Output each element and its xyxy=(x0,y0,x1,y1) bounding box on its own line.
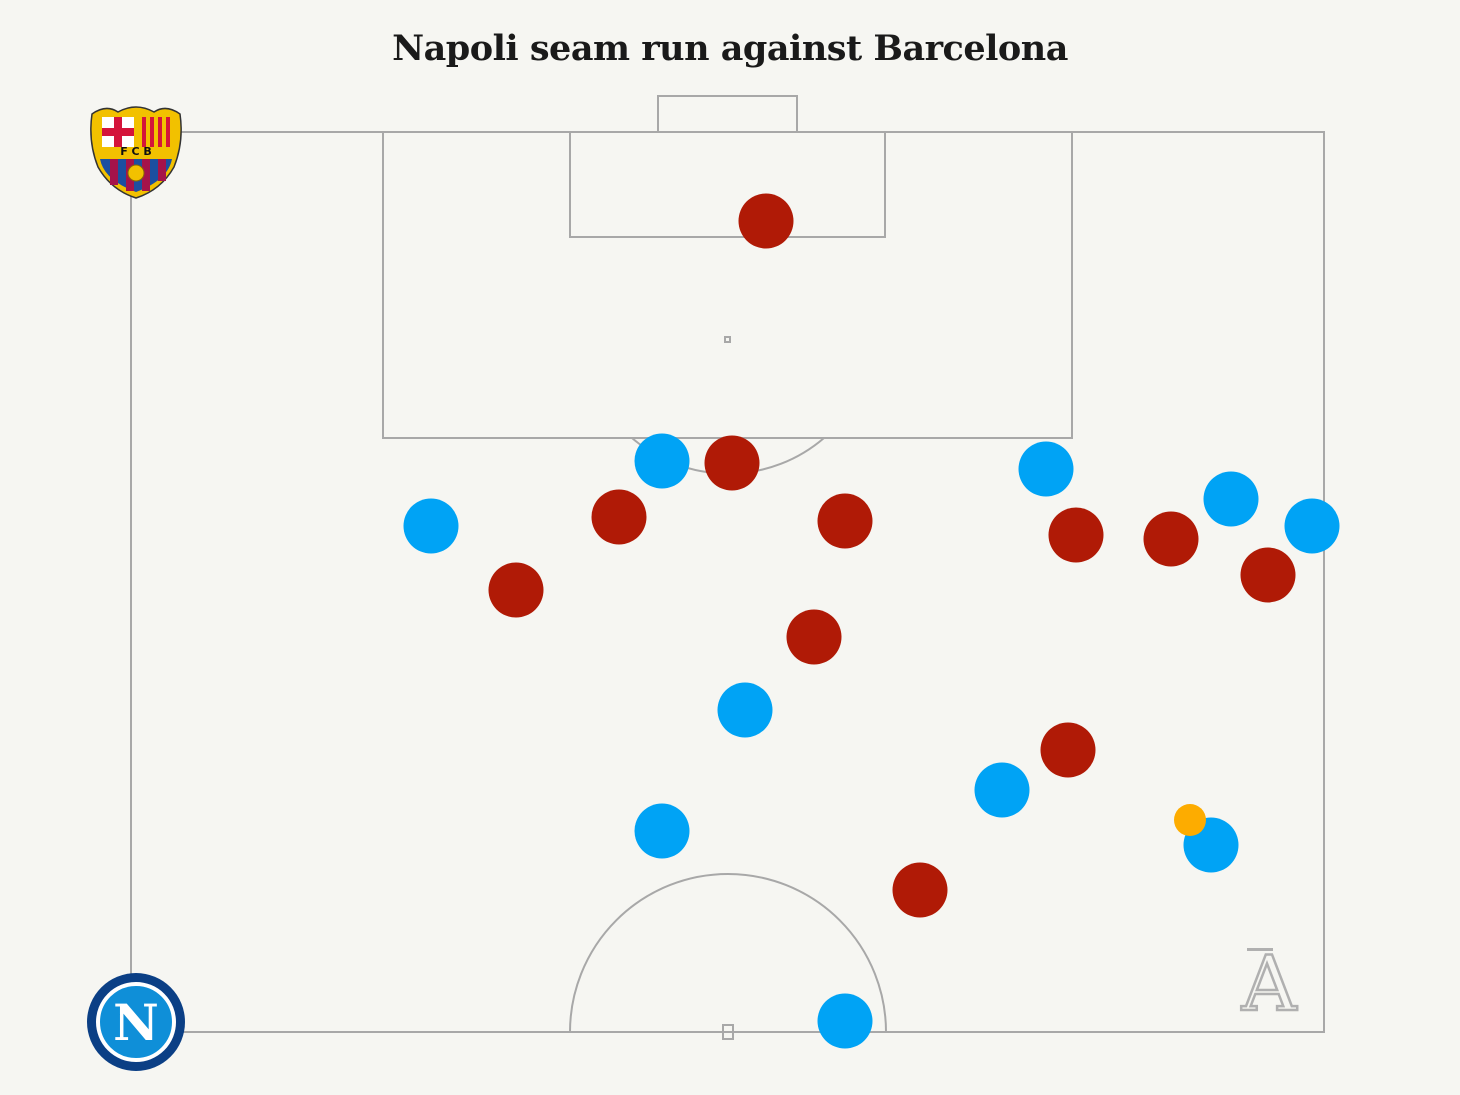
pitch-outline xyxy=(130,131,1325,1033)
red-player-marker xyxy=(1143,511,1199,567)
barcelona-crest-icon: F C B xyxy=(90,106,182,199)
pitch-lines xyxy=(130,95,1325,1040)
red-player-marker xyxy=(591,489,647,545)
blue-player-marker xyxy=(1018,441,1074,497)
penalty-box xyxy=(382,131,1073,439)
six-yard-box xyxy=(569,131,886,238)
red-player-marker xyxy=(1048,507,1104,563)
ball xyxy=(1174,804,1206,836)
blue-player-marker xyxy=(817,993,873,1049)
red-player-marker xyxy=(817,493,873,549)
blue-player-marker xyxy=(974,762,1030,818)
red-player-marker xyxy=(892,862,948,918)
red-player-marker xyxy=(1040,722,1096,778)
goal xyxy=(657,95,798,133)
blue-player-marker xyxy=(1203,471,1259,527)
svg-text:N: N xyxy=(113,993,159,1052)
blue-player-marker xyxy=(717,682,773,738)
blue-player-marker xyxy=(1284,498,1340,554)
red-player-marker xyxy=(738,193,794,249)
red-player-marker xyxy=(488,562,544,618)
red-player-marker xyxy=(786,609,842,665)
diagram-title: Napoli seam run against Barcelona xyxy=(392,28,1068,69)
red-player-marker xyxy=(704,435,760,491)
red-player-marker xyxy=(1240,547,1296,603)
svg-text:F C B: F C B xyxy=(120,145,152,158)
svg-text:A: A xyxy=(1241,939,1298,1028)
center-circle xyxy=(569,873,887,1033)
blue-player-marker xyxy=(634,433,690,489)
the-athletic-logo-icon: A xyxy=(1239,938,1299,1030)
blue-player-marker xyxy=(634,803,690,859)
blue-player-marker xyxy=(403,498,459,554)
napoli-crest-icon: N xyxy=(87,973,185,1071)
penalty-spot xyxy=(724,336,731,343)
center-spot xyxy=(722,1024,734,1040)
